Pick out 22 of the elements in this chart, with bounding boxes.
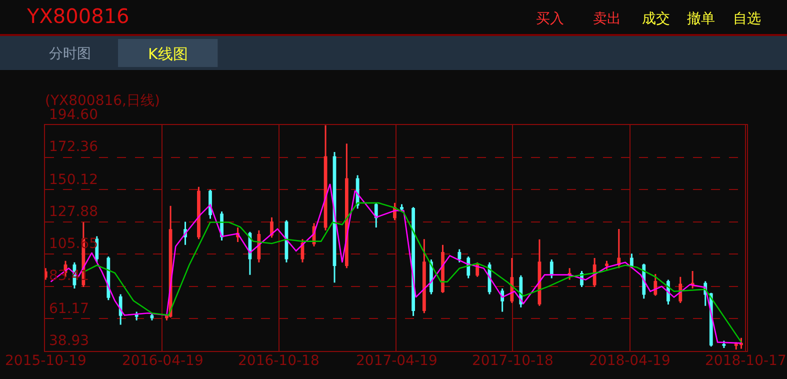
- y-tick-label: 38.93: [49, 333, 90, 349]
- x-tick-label: 2018-10-17: [705, 353, 786, 369]
- y-tick-label: 61.17: [49, 301, 90, 317]
- x-tick-label: 2018-04-19: [589, 353, 670, 369]
- text: 买入: [536, 11, 564, 27]
- y-tick-label: 194.60: [49, 107, 98, 123]
- text: 成交: [642, 11, 670, 27]
- x-tick-label: 2016-04-19: [122, 353, 204, 369]
- text: K线图: [148, 45, 188, 63]
- text: 自选: [733, 11, 761, 27]
- y-tick-label: 127.88: [49, 204, 98, 220]
- chart-title: (YX800816,日线): [45, 93, 160, 109]
- x-tick-label: 2017-04-19: [356, 353, 438, 369]
- x-tick-label: 2016-10-18: [238, 353, 320, 369]
- text: YX800816: [26, 4, 130, 28]
- y-tick-label: 172.36: [49, 139, 98, 155]
- text: 分时图: [49, 46, 91, 62]
- x-tick-label: 2017-10-18: [472, 353, 554, 369]
- x-tick-label: 2015-10-19: [5, 353, 86, 369]
- text: 撤单: [687, 11, 715, 27]
- text: 卖出: [593, 11, 621, 27]
- y-tick-label: 150.12: [49, 172, 98, 188]
